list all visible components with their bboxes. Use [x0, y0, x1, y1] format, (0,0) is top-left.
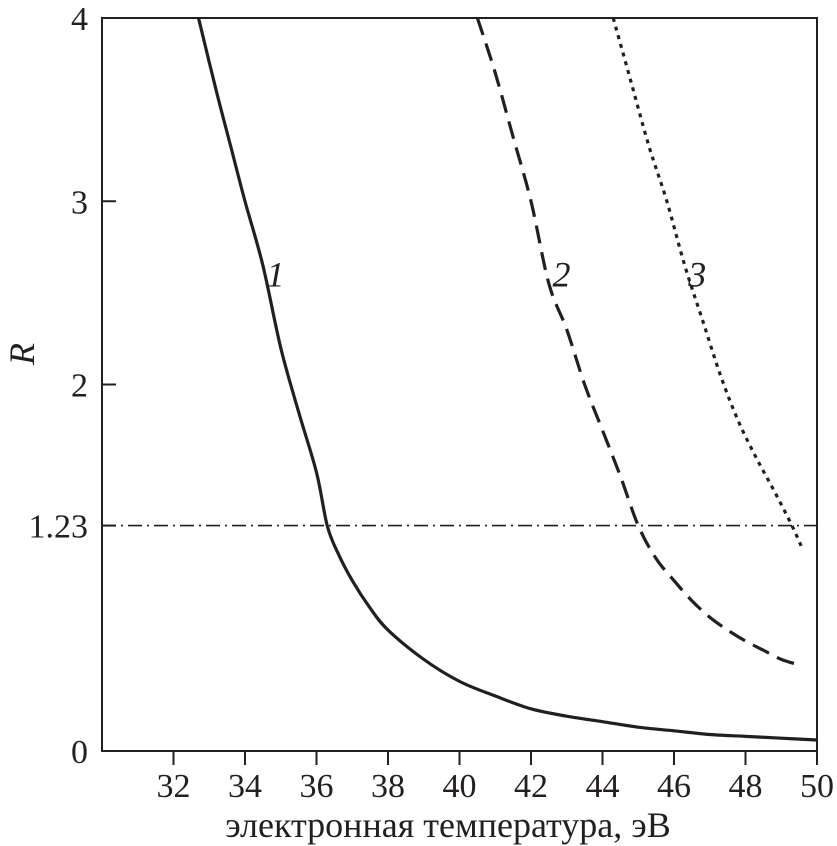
y-tick-label: 2: [71, 368, 88, 405]
plot-frame: [101, 17, 818, 752]
plot-border: [101, 17, 818, 752]
x-tick-label: 36: [300, 768, 334, 805]
x-tick-label: 32: [157, 768, 191, 805]
x-tick-label: 40: [443, 768, 477, 805]
x-tick-label: 38: [371, 768, 405, 805]
x-tick-label: 46: [657, 768, 691, 805]
x-tick-label: 34: [228, 768, 262, 805]
series-3-label: 3: [687, 255, 706, 295]
series-3-line: [611, 17, 805, 551]
series-1-label: 1: [266, 255, 284, 295]
curve-labels-group: 1 2 3: [266, 255, 706, 295]
x-tick-label: 42: [514, 768, 548, 805]
series-group: [196, 17, 818, 742]
y-tick-label: 0: [71, 734, 88, 771]
x-axis-title: электронная температура, эВ: [225, 805, 670, 845]
y-tick-label: 3: [71, 184, 88, 221]
series-2-line: [475, 17, 800, 667]
y-tick-label: 1.23: [29, 509, 89, 546]
y-axis-title: R: [2, 343, 42, 366]
series-2-label: 2: [552, 255, 570, 295]
x-tick-label: 44: [586, 768, 620, 805]
y-tick-label: 4: [71, 1, 88, 38]
x-tick-label: 50: [800, 768, 834, 805]
series-1-line: [196, 17, 818, 742]
x-tick-label: 48: [729, 768, 763, 805]
